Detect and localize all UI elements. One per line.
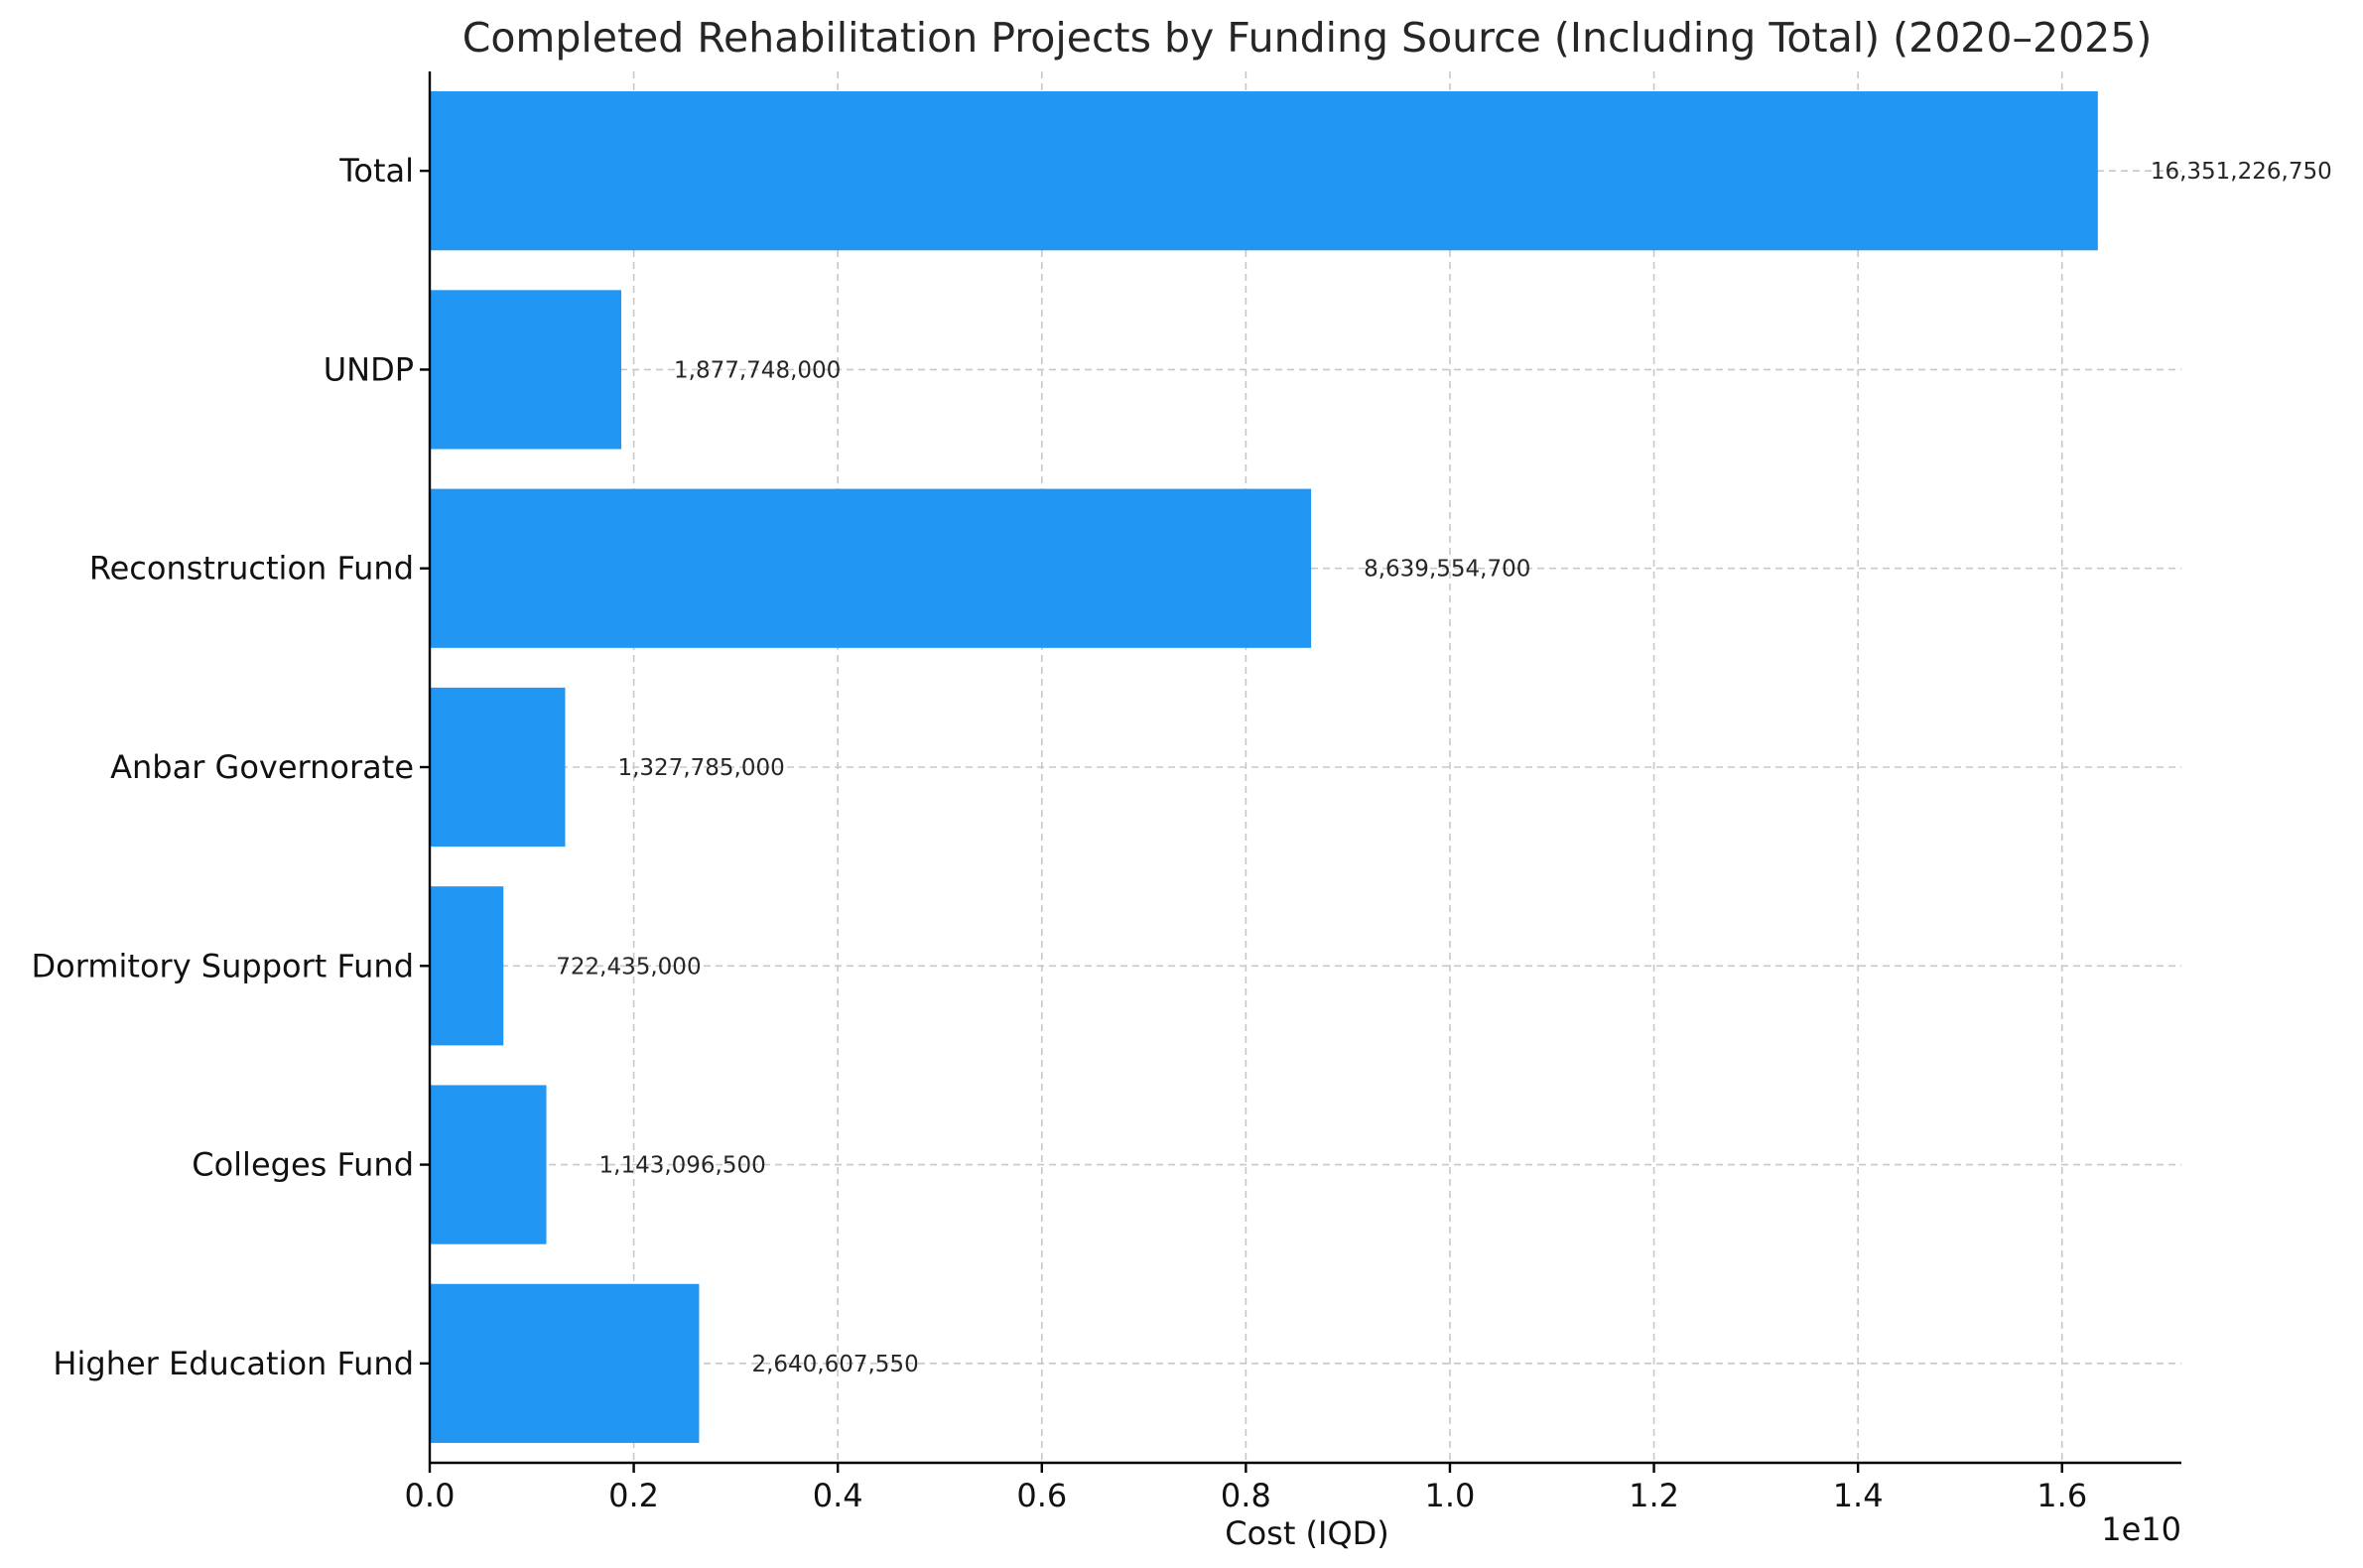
y-tick-label: Dormitory Support Fund — [32, 947, 414, 984]
x-tick-label: 1.2 — [1629, 1477, 1679, 1514]
bars — [430, 91, 2098, 1443]
bar — [430, 1283, 700, 1443]
axes: 0.0 0.2 0.4 0.6 0.8 1.0 1.2 1.4 1.6 Total UNDP Reco… — [32, 71, 2181, 1514]
y-tick-label: Total — [338, 152, 414, 190]
x-tick-label: 1.0 — [1425, 1477, 1476, 1514]
x-tick-label: 0.0 — [405, 1477, 456, 1514]
bar-data-label: 1,327,785,000 — [617, 755, 784, 781]
bar-data-label: 2,640,607,550 — [751, 1352, 918, 1377]
bar — [430, 488, 1312, 648]
x-axis-scale-offset: 1e10 — [2101, 1510, 2181, 1548]
chart-title: Completed Rehabilitation Projects by Fun… — [462, 14, 2153, 62]
y-tick-label: UNDP — [324, 350, 414, 388]
y-tick-label: Reconstruction Fund — [89, 550, 414, 588]
bar-data-label: 8,639,554,700 — [1364, 557, 1530, 583]
y-tick-label: Anbar Governorate — [110, 748, 414, 786]
bar-data-label: 1,877,748,000 — [674, 357, 841, 383]
x-axis-label: Cost (IQD) — [1225, 1514, 1389, 1552]
bar — [430, 687, 566, 848]
bar — [430, 290, 622, 450]
bar — [430, 886, 504, 1046]
x-tick-label: 0.6 — [1016, 1477, 1067, 1514]
bar — [430, 1085, 547, 1244]
bar-data-label: 1,143,096,500 — [599, 1153, 766, 1179]
data-labels: 16,351,226,750 1,877,748,000 8,639,554,700… — [556, 159, 2331, 1377]
x-tick-label: 0.8 — [1221, 1477, 1271, 1514]
x-tick-label: 0.4 — [813, 1477, 863, 1514]
y-tick-label: Colleges Fund — [192, 1146, 414, 1184]
bar-data-label: 16,351,226,750 — [2151, 159, 2332, 185]
y-tick-label: Higher Education Fund — [53, 1345, 414, 1382]
bar — [430, 91, 2098, 251]
bar-data-label: 722,435,000 — [556, 954, 701, 980]
x-tick-label: 1.6 — [2036, 1477, 2087, 1514]
x-tick-label: 0.2 — [608, 1477, 659, 1514]
x-tick-label: 1.4 — [1833, 1477, 1884, 1514]
